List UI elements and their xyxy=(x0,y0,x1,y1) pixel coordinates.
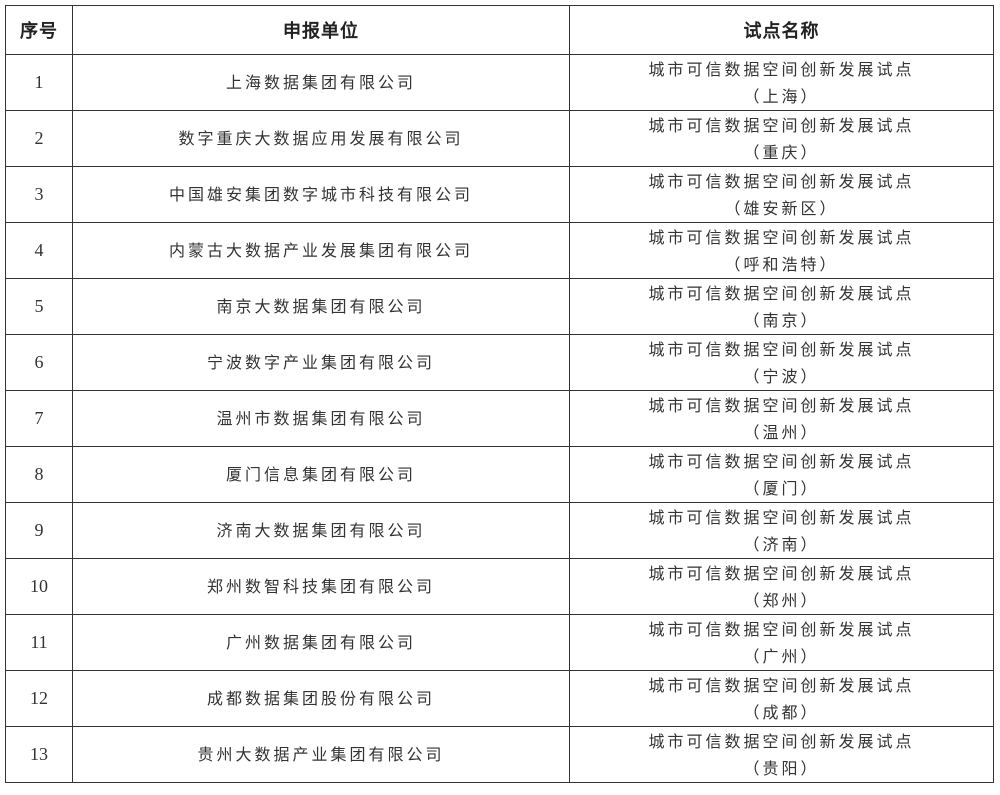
row-index: 3 xyxy=(5,166,73,223)
row-index: 10 xyxy=(5,558,73,615)
row-index: 9 xyxy=(5,502,73,559)
table-row: 10 郑州数智科技集团有限公司 城市可信数据空间创新发展试点 （郑州） xyxy=(5,558,994,615)
row-unit: 宁波数字产业集团有限公司 xyxy=(72,334,570,391)
row-pilot: 城市可信数据空间创新发展试点 （成都） xyxy=(569,670,994,727)
pilot-name: 城市可信数据空间创新发展试点 xyxy=(648,395,915,415)
row-unit: 贵州大数据产业集团有限公司 xyxy=(72,726,570,783)
row-unit: 郑州数智科技集团有限公司 xyxy=(72,558,570,615)
table-row: 3 中国雄安集团数字城市科技有限公司 城市可信数据空间创新发展试点 （雄安新区） xyxy=(5,166,994,223)
row-pilot: 城市可信数据空间创新发展试点 （呼和浩特） xyxy=(569,222,994,279)
pilot-name: 城市可信数据空间创新发展试点 xyxy=(648,283,915,303)
pilot-city: （郑州） xyxy=(743,590,820,610)
row-unit: 广州数据集团有限公司 xyxy=(72,614,570,671)
row-pilot: 城市可信数据空间创新发展试点 （南京） xyxy=(569,278,994,335)
row-index: 11 xyxy=(5,614,73,671)
row-unit: 中国雄安集团数字城市科技有限公司 xyxy=(72,166,570,223)
pilot-city: （广州） xyxy=(743,646,820,666)
pilot-name: 城市可信数据空间创新发展试点 xyxy=(648,59,915,79)
row-index: 1 xyxy=(5,54,73,111)
pilot-name: 城市可信数据空间创新发展试点 xyxy=(648,619,915,639)
table-row: 4 内蒙古大数据产业发展集团有限公司 城市可信数据空间创新发展试点 （呼和浩特） xyxy=(5,222,994,279)
table-row: 8 厦门信息集团有限公司 城市可信数据空间创新发展试点 （厦门） xyxy=(5,446,994,503)
row-pilot: 城市可信数据空间创新发展试点 （温州） xyxy=(569,390,994,447)
pilot-name: 城市可信数据空间创新发展试点 xyxy=(648,171,915,191)
row-pilot: 城市可信数据空间创新发展试点 （厦门） xyxy=(569,446,994,503)
pilot-name: 城市可信数据空间创新发展试点 xyxy=(648,451,915,471)
pilot-name: 城市可信数据空间创新发展试点 xyxy=(648,115,915,135)
row-unit: 济南大数据集团有限公司 xyxy=(72,502,570,559)
row-pilot: 城市可信数据空间创新发展试点 （雄安新区） xyxy=(569,166,994,223)
pilot-name: 城市可信数据空间创新发展试点 xyxy=(648,563,915,583)
pilot-city: （厦门） xyxy=(743,478,820,498)
pilot-city: （温州） xyxy=(743,422,820,442)
pilot-city: （重庆） xyxy=(743,142,820,162)
table-row: 11 广州数据集团有限公司 城市可信数据空间创新发展试点 （广州） xyxy=(5,614,994,671)
pilot-name: 城市可信数据空间创新发展试点 xyxy=(648,339,915,359)
header-index: 序号 xyxy=(5,5,73,55)
table-row: 1 上海数据集团有限公司 城市可信数据空间创新发展试点 （上海） xyxy=(5,54,994,111)
table-row: 12 成都数据集团股份有限公司 城市可信数据空间创新发展试点 （成都） xyxy=(5,670,994,727)
header-pilot: 试点名称 xyxy=(569,5,994,55)
pilot-city: （宁波） xyxy=(743,366,820,386)
pilot-name: 城市可信数据空间创新发展试点 xyxy=(648,507,915,527)
pilot-city: （上海） xyxy=(743,86,820,106)
header-row: 序号 申报单位 试点名称 xyxy=(5,5,994,55)
pilot-table: 序号 申报单位 试点名称 1 上海数据集团有限公司 城市可信数据空间创新发展试点 （上… xyxy=(5,5,994,783)
row-index: 6 xyxy=(5,334,73,391)
row-index: 5 xyxy=(5,278,73,335)
pilot-city: （济南） xyxy=(743,534,820,554)
row-pilot: 城市可信数据空间创新发展试点 （贵阳） xyxy=(569,726,994,783)
row-unit: 内蒙古大数据产业发展集团有限公司 xyxy=(72,222,570,279)
pilot-city: （南京） xyxy=(743,310,820,330)
row-index: 2 xyxy=(5,110,73,167)
row-pilot: 城市可信数据空间创新发展试点 （上海） xyxy=(569,54,994,111)
table-row: 6 宁波数字产业集团有限公司 城市可信数据空间创新发展试点 （宁波） xyxy=(5,334,994,391)
table-row: 9 济南大数据集团有限公司 城市可信数据空间创新发展试点 （济南） xyxy=(5,502,994,559)
row-index: 4 xyxy=(5,222,73,279)
row-index: 12 xyxy=(5,670,73,727)
row-unit: 数字重庆大数据应用发展有限公司 xyxy=(72,110,570,167)
pilot-city: （呼和浩特） xyxy=(724,254,839,274)
row-unit: 上海数据集团有限公司 xyxy=(72,54,570,111)
table-row: 5 南京大数据集团有限公司 城市可信数据空间创新发展试点 （南京） xyxy=(5,278,994,335)
header-unit: 申报单位 xyxy=(72,5,570,55)
pilot-city: （雄安新区） xyxy=(724,198,839,218)
row-pilot: 城市可信数据空间创新发展试点 （重庆） xyxy=(569,110,994,167)
row-index: 8 xyxy=(5,446,73,503)
pilot-name: 城市可信数据空间创新发展试点 xyxy=(648,675,915,695)
row-unit: 成都数据集团股份有限公司 xyxy=(72,670,570,727)
pilot-name: 城市可信数据空间创新发展试点 xyxy=(648,731,915,751)
row-index: 13 xyxy=(5,726,73,783)
row-pilot: 城市可信数据空间创新发展试点 （广州） xyxy=(569,614,994,671)
row-pilot: 城市可信数据空间创新发展试点 （济南） xyxy=(569,502,994,559)
table-row: 2 数字重庆大数据应用发展有限公司 城市可信数据空间创新发展试点 （重庆） xyxy=(5,110,994,167)
row-unit: 南京大数据集团有限公司 xyxy=(72,278,570,335)
row-pilot: 城市可信数据空间创新发展试点 （宁波） xyxy=(569,334,994,391)
row-pilot: 城市可信数据空间创新发展试点 （郑州） xyxy=(569,558,994,615)
table-row: 7 温州市数据集团有限公司 城市可信数据空间创新发展试点 （温州） xyxy=(5,390,994,447)
pilot-city: （成都） xyxy=(743,702,820,722)
row-index: 7 xyxy=(5,390,73,447)
table-row: 13 贵州大数据产业集团有限公司 城市可信数据空间创新发展试点 （贵阳） xyxy=(5,726,994,783)
row-unit: 厦门信息集团有限公司 xyxy=(72,446,570,503)
pilot-name: 城市可信数据空间创新发展试点 xyxy=(648,227,915,247)
row-unit: 温州市数据集团有限公司 xyxy=(72,390,570,447)
pilot-city: （贵阳） xyxy=(743,758,820,778)
